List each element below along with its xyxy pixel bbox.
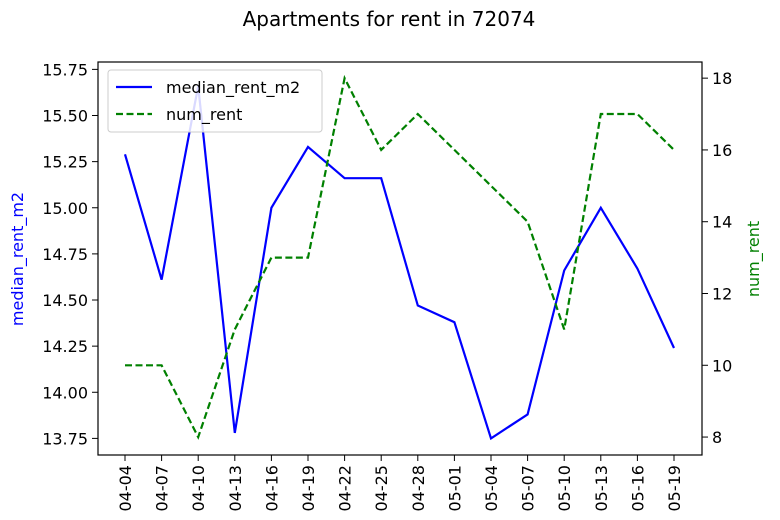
x-tick-label: 05-19 (665, 465, 684, 512)
left-tick-label: 14.00 (42, 383, 88, 402)
x-tick-label: 04-28 (409, 465, 428, 512)
left-tick-label: 14.25 (42, 337, 88, 356)
x-tick-label: 04-13 (226, 465, 245, 512)
left-tick-label: 14.50 (42, 291, 88, 310)
x-tick-label: 04-19 (299, 465, 318, 512)
left-axis-title: median_rent_m2 (8, 192, 28, 326)
x-tick-label: 05-10 (555, 465, 574, 512)
right-tick-label: 10 (712, 356, 732, 375)
left-tick-label: 15.00 (42, 199, 88, 218)
right-tick-label: 16 (712, 141, 732, 160)
series-line-median_rent_m2 (123, 85, 675, 441)
x-tick-label: 05-16 (628, 465, 647, 512)
x-tick-label: 05-04 (482, 465, 501, 512)
x-tick-label: 04-10 (189, 465, 208, 512)
left-tick-label: 15.25 (42, 153, 88, 172)
legend-box (107, 69, 323, 133)
left-tick-label: 15.75 (42, 60, 88, 79)
x-tick-label: 04-25 (372, 465, 391, 512)
x-tick-label: 04-16 (262, 465, 281, 512)
x-tick-label: 04-22 (336, 465, 355, 512)
series-line-num_rent (125, 74, 675, 440)
chart-title: Apartments for rent in 72074 (243, 7, 536, 31)
right-tick-label: 8 (712, 428, 722, 447)
series-layer (123, 74, 675, 441)
legend-label-median_rent_m2: median_rent_m2 (166, 78, 300, 98)
x-tick-label: 05-01 (445, 465, 464, 512)
left-tick-label: 14.75 (42, 245, 88, 264)
x-tick-label: 04-04 (116, 465, 135, 512)
left-axis: 13.75 14.00 14.25 14.50 14.75 15.00 15.25 15.50… (42, 60, 98, 448)
right-tick-label: 18 (712, 69, 732, 88)
x-tick-label: 05-13 (592, 465, 611, 512)
left-tick-label: 13.75 (42, 429, 88, 448)
x-tick-label: 05-07 (519, 465, 538, 512)
right-tick-label: 12 (712, 284, 732, 303)
legend-label-num_rent: num_rent (166, 105, 242, 125)
left-tick-label: 15.50 (42, 107, 88, 126)
right-axis-title: num_rent (744, 221, 764, 297)
x-axis: 04-04 04-07 04-10 04-13 04-16 04-19 04-22 04-25… (116, 455, 684, 512)
right-tick-label: 14 (712, 213, 732, 232)
plot-frame (97, 61, 703, 456)
legend: median_rent_m2 num_rent (107, 69, 323, 133)
right-axis: 8 10 12 14 16 18 (702, 69, 732, 447)
x-tick-label: 04-07 (153, 465, 172, 512)
